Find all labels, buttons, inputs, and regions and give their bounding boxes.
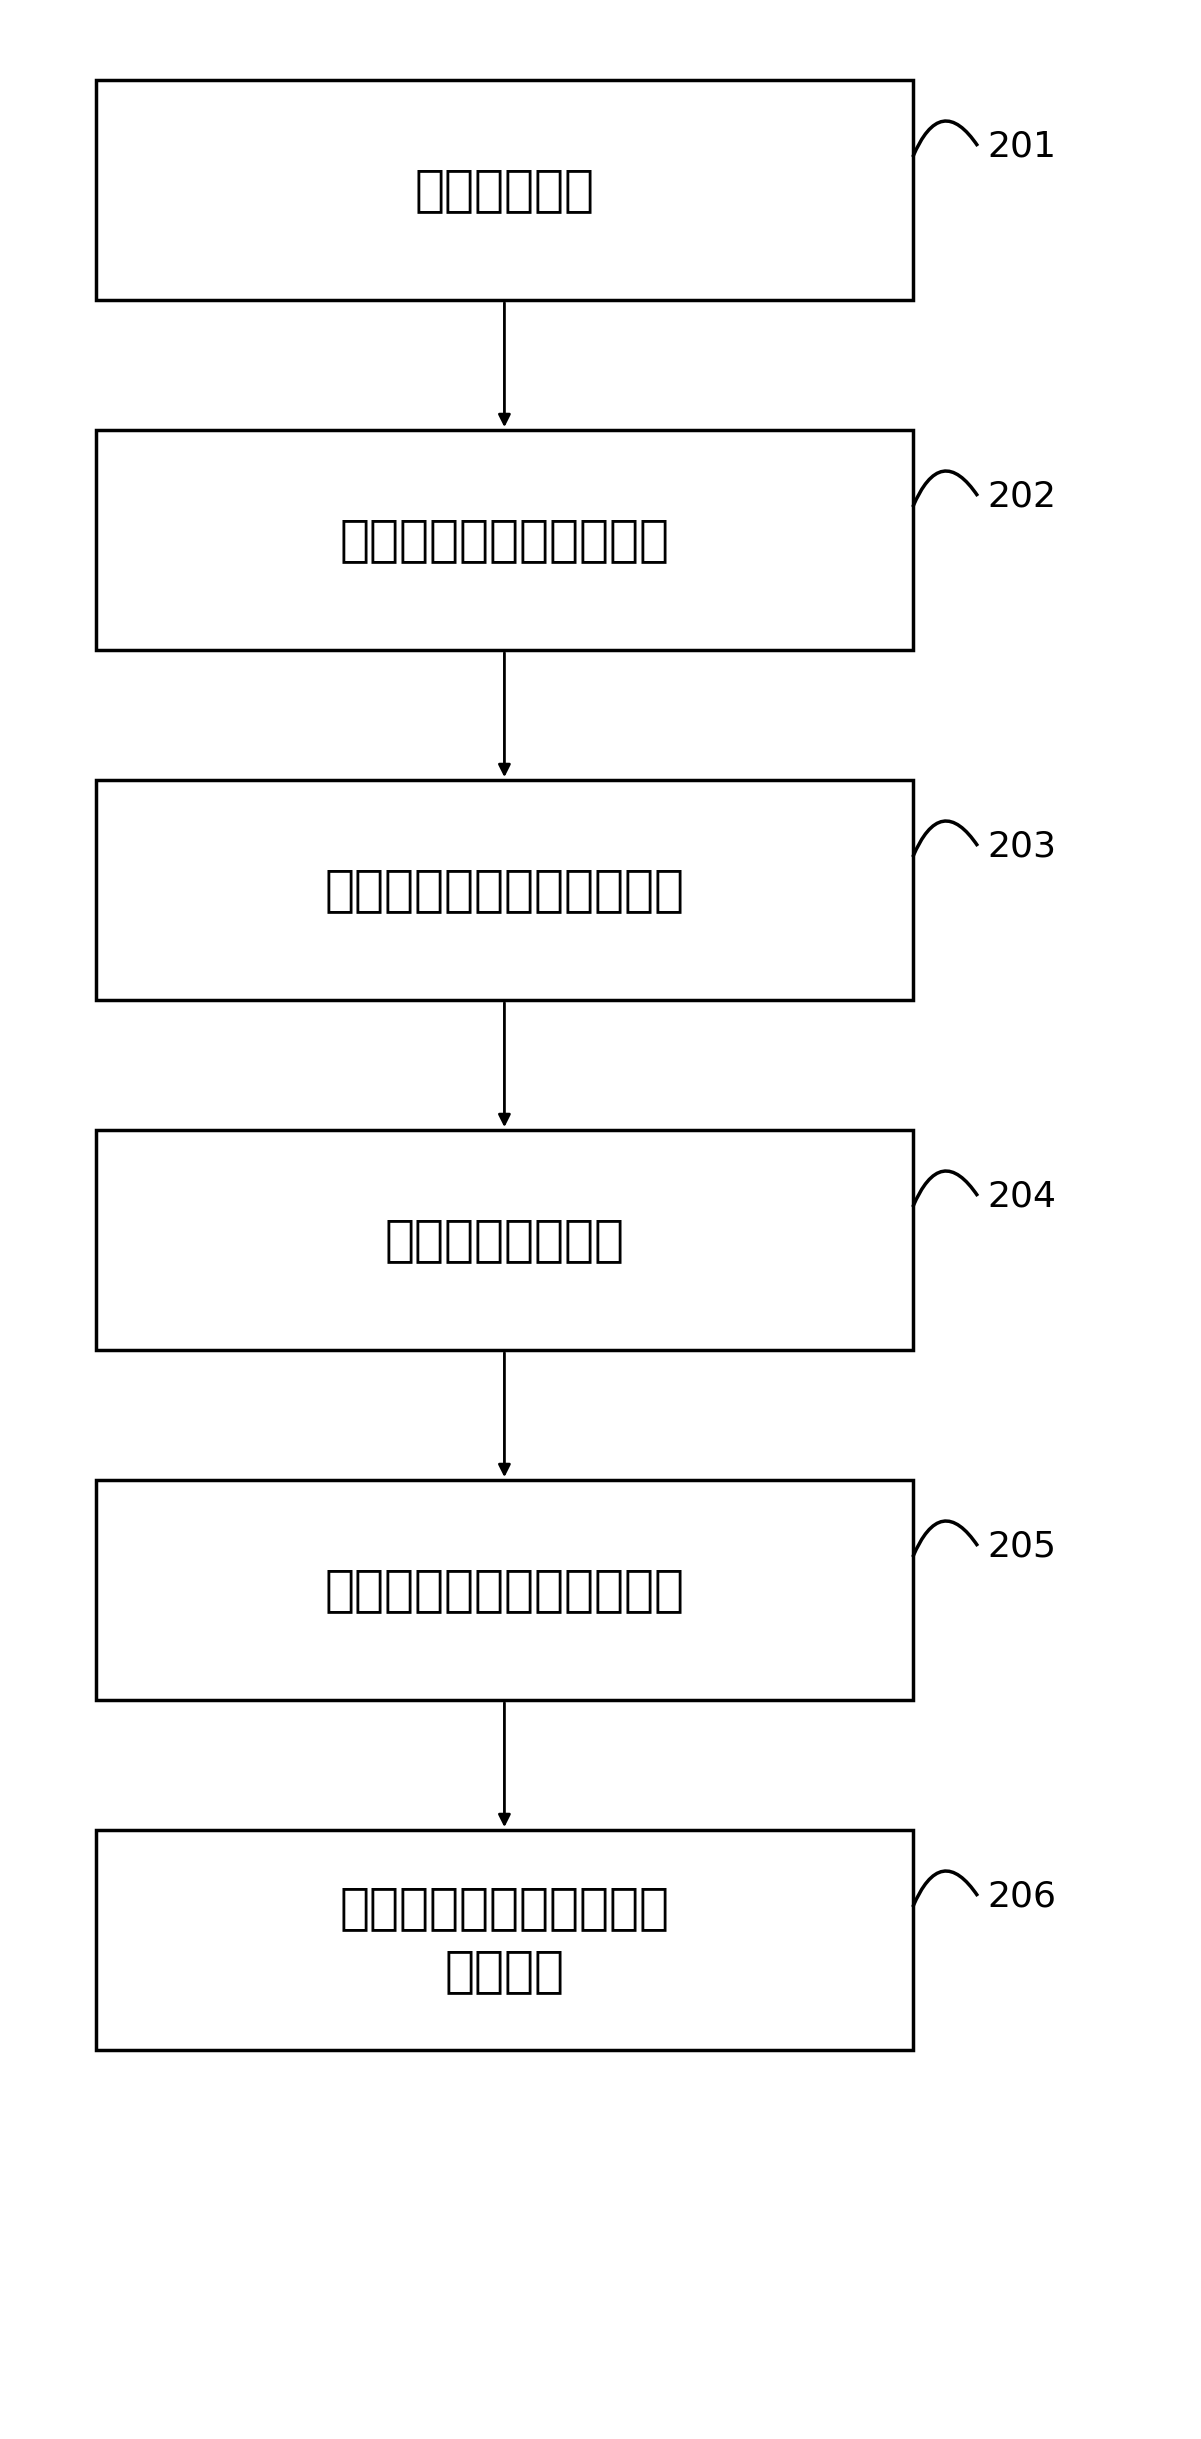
Bar [96, 429, 913, 651]
Text: 206: 206 [987, 1878, 1057, 1912]
Text: 数据获取模块: 数据获取模块 [414, 166, 594, 215]
Text: 标定的传输函数确定模块: 标定的传输函数确定模块 [340, 517, 669, 563]
Text: 205: 205 [987, 1529, 1057, 1563]
Text: 标定后的时间序列生成模块: 标定后的时间序列生成模块 [324, 1566, 685, 1615]
Bar [96, 80, 913, 300]
Bar [96, 780, 913, 1000]
Text: 202: 202 [987, 478, 1057, 512]
Text: 203: 203 [987, 829, 1057, 863]
Bar [96, 1480, 913, 1700]
Bar [96, 1129, 913, 1351]
Text: 复数序列确定模块: 复数序列确定模块 [384, 1217, 625, 1263]
Bar [96, 1829, 913, 2051]
Text: 201: 201 [987, 129, 1057, 163]
Text: 大地电磁时间域标定结果
生成模块: 大地电磁时间域标定结果 生成模块 [340, 1885, 669, 1995]
Text: 204: 204 [987, 1178, 1057, 1212]
Text: 单位脉冲响应函数确定模块: 单位脉冲响应函数确定模块 [324, 866, 685, 915]
